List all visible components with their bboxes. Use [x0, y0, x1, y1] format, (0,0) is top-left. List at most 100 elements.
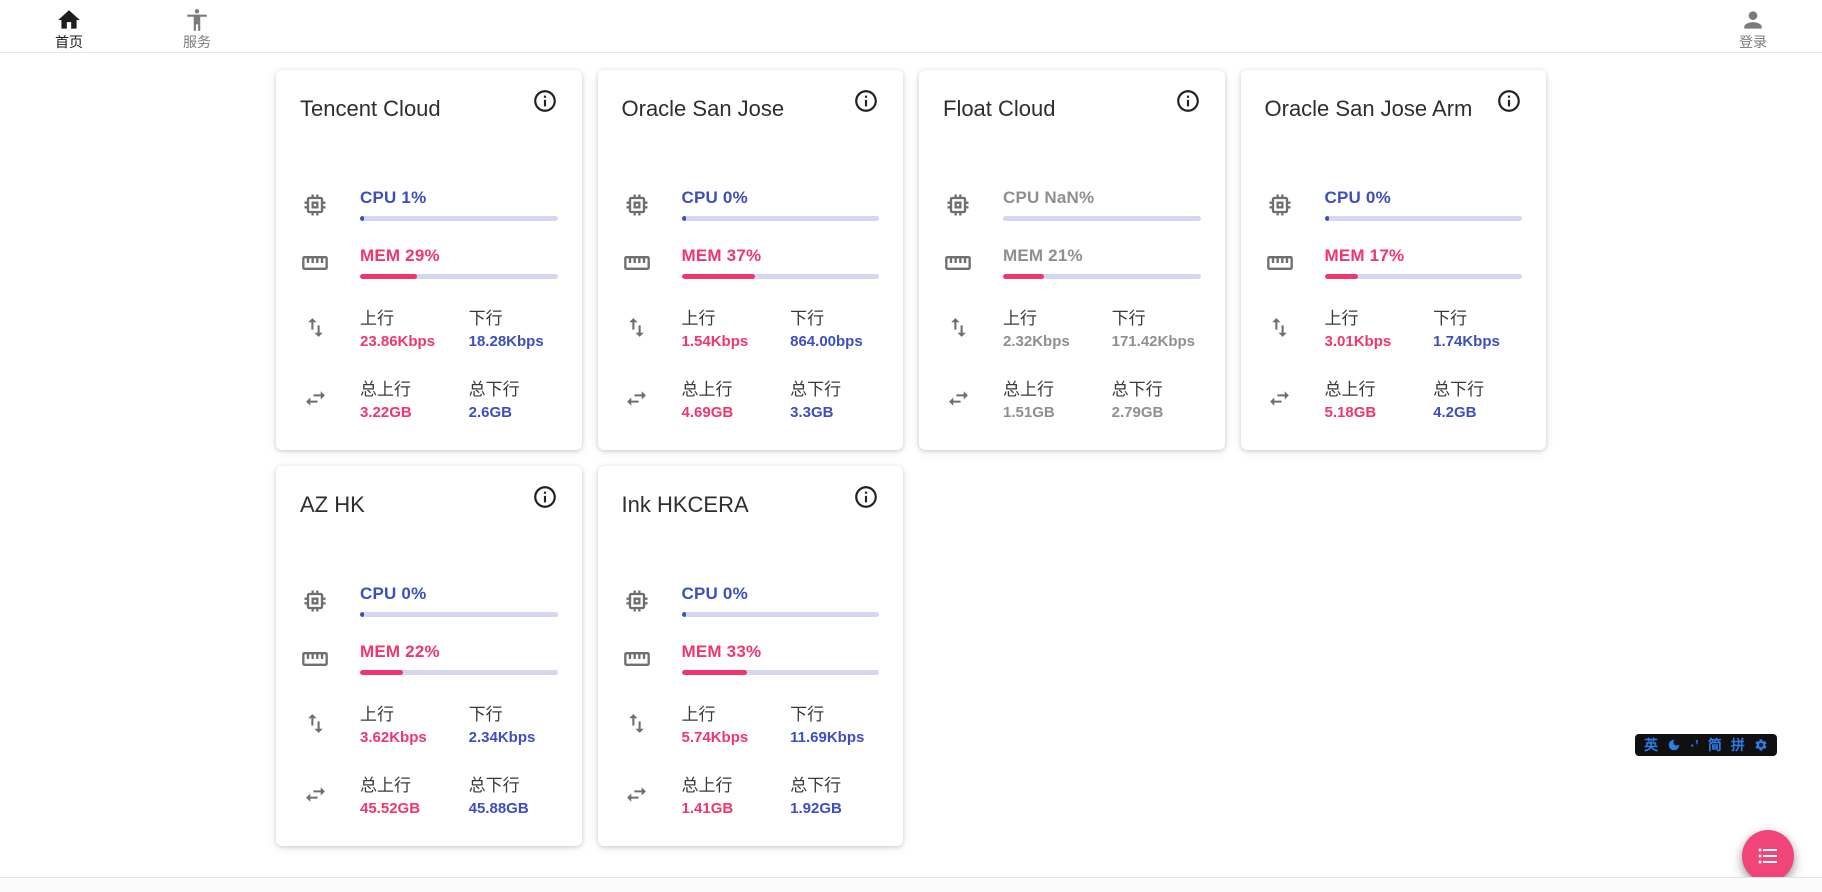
server-name: AZ HK: [300, 492, 365, 517]
mem-progress-track: [360, 274, 558, 279]
upload-speed: 上行 5.74Kbps: [682, 700, 791, 746]
server-card: Ink HKCERA CPU 0% MEM 33%: [597, 466, 903, 846]
nav-item-login[interactable]: 登录: [1724, 3, 1782, 50]
net-speed-stats: 上行 2.32Kbps 下行 171.42Kbps: [1003, 304, 1201, 350]
download-label: 下行: [790, 705, 825, 724]
mem-row: MEM 33%: [622, 642, 879, 675]
total-download-value: 1.92GB: [790, 800, 842, 817]
mem-metric: MEM 33%: [681, 642, 879, 675]
total-download: 总下行 1.92GB: [790, 771, 879, 817]
memory-ruler-icon: [1265, 249, 1295, 277]
net-speed-row: 上行 2.32Kbps 下行 171.42Kbps: [943, 304, 1201, 350]
top-nav: 首页 服务 登录: [0, 0, 1822, 53]
total-download: 总下行 2.6GB: [469, 375, 558, 421]
total-upload-label: 总上行: [360, 380, 411, 399]
mem-progress-fill: [360, 670, 404, 675]
total-upload-value: 4.69GB: [681, 404, 734, 421]
nav-item-services[interactable]: 服务: [168, 3, 226, 50]
upload-speed: 上行 23.86Kbps: [360, 304, 469, 350]
info-icon[interactable]: [853, 484, 879, 510]
mem-progress-track: [360, 670, 558, 675]
total-upload-label: 总上行: [1003, 380, 1054, 399]
info-icon[interactable]: [532, 484, 558, 510]
mem-usage-label: MEM 29%: [360, 246, 440, 265]
mem-metric: MEM 29%: [360, 246, 558, 279]
download-speed: 下行 2.34Kbps: [469, 700, 558, 746]
net-total-row: 总上行 45.52GB 总下行 45.88GB: [300, 771, 558, 817]
server-list-fab[interactable]: [1742, 830, 1794, 882]
mem-row: MEM 21%: [943, 246, 1201, 279]
memory-ruler-icon: [622, 249, 652, 277]
cpu-row: CPU 0%: [622, 188, 879, 221]
net-speed-stats: 上行 5.74Kbps 下行 11.69Kbps: [682, 700, 880, 746]
list-icon: [1756, 844, 1780, 868]
memory-ruler-icon: [622, 645, 652, 673]
info-icon[interactable]: [1496, 88, 1522, 114]
ime-english-toggle[interactable]: 英: [1644, 737, 1659, 753]
server-name: Ink HKCERA: [621, 492, 749, 517]
upload-label: 上行: [360, 309, 394, 328]
cpu-progress-fill: [360, 216, 364, 221]
upload-label: 上行: [1003, 309, 1037, 328]
up-down-arrows-icon: [300, 315, 330, 340]
server-card: Float Cloud CPU NaN% MEM 21%: [919, 70, 1225, 450]
total-download-label: 总下行: [468, 776, 520, 795]
net-speed-stats: 上行 3.01Kbps 下行 1.74Kbps: [1325, 304, 1523, 350]
net-speed-row: 上行 23.86Kbps 下行 18.28Kbps: [300, 304, 558, 350]
net-speed-row: 上行 3.01Kbps 下行 1.74Kbps: [1265, 304, 1523, 350]
cpu-chip-icon: [622, 191, 652, 219]
cpu-chip-icon: [300, 587, 330, 615]
cpu-progress-fill: [681, 216, 686, 221]
total-upload-value: 1.51GB: [1003, 404, 1055, 421]
cpu-progress-fill: [360, 612, 364, 617]
gear-icon[interactable]: [1754, 738, 1768, 752]
up-down-arrows-icon: [943, 315, 973, 340]
cpu-progress-track: [1324, 216, 1522, 221]
upload-label: 上行: [360, 705, 394, 724]
mem-metric: MEM 21%: [1003, 246, 1201, 279]
total-upload-label: 总上行: [681, 776, 733, 795]
server-name: Float Cloud: [943, 96, 1056, 121]
server-card-grid: Tencent Cloud CPU 1% MEM 29%: [276, 70, 1546, 846]
upload-speed: 上行 3.01Kbps: [1325, 304, 1434, 350]
total-upload-value: 1.41GB: [681, 800, 734, 817]
info-icon[interactable]: [1175, 88, 1201, 114]
server-card: Oracle San Jose CPU 0% MEM 37%: [597, 70, 903, 450]
download-label: 下行: [1433, 309, 1468, 328]
cpu-metric: CPU 0%: [1324, 188, 1522, 221]
upload-value: 3.01Kbps: [1324, 333, 1392, 350]
total-download: 总下行 45.88GB: [469, 771, 558, 817]
cpu-progress-track: [360, 612, 558, 617]
card-header: Oracle San Jose: [622, 90, 880, 124]
moon-icon[interactable]: [1667, 738, 1681, 752]
card-header: Float Cloud: [943, 90, 1201, 124]
upload-value: 5.74Kbps: [681, 729, 749, 746]
total-upload-value: 3.22GB: [360, 404, 412, 421]
cpu-row: CPU 0%: [300, 584, 558, 617]
upload-value: 1.54Kbps: [681, 333, 749, 350]
net-speed-stats: 上行 23.86Kbps 下行 18.28Kbps: [360, 304, 558, 350]
total-download: 总下行 2.79GB: [1112, 375, 1201, 421]
ime-pinyin-toggle[interactable]: 拼: [1730, 737, 1745, 753]
card-header: Tencent Cloud: [300, 90, 558, 124]
ime-simplified-toggle[interactable]: 简: [1707, 737, 1722, 753]
mem-usage-label: MEM 17%: [1324, 246, 1405, 265]
total-download: 总下行 3.3GB: [790, 375, 879, 421]
upload-label: 上行: [681, 309, 716, 328]
memory-ruler-icon: [300, 249, 330, 277]
info-icon[interactable]: [853, 88, 879, 114]
info-icon[interactable]: [532, 88, 558, 114]
total-download-value: 2.79GB: [1111, 404, 1164, 421]
cpu-metric: CPU 0%: [681, 188, 879, 221]
up-down-arrows-icon: [300, 711, 330, 736]
mem-progress-fill: [360, 274, 418, 279]
server-card: Tencent Cloud CPU 1% MEM 29%: [276, 70, 582, 450]
swap-horizontal-icon: [943, 386, 973, 411]
download-label: 下行: [468, 309, 503, 328]
ime-punctuation-toggle[interactable]: ·ʼ: [1690, 737, 1699, 753]
net-total-stats: 总上行 45.52GB 总下行 45.88GB: [360, 771, 558, 817]
cpu-chip-icon: [943, 191, 973, 219]
upload-speed: 上行 3.62Kbps: [360, 700, 469, 746]
nav-item-home[interactable]: 首页: [40, 3, 98, 50]
server-name: Oracle San Jose Arm: [1264, 96, 1473, 121]
